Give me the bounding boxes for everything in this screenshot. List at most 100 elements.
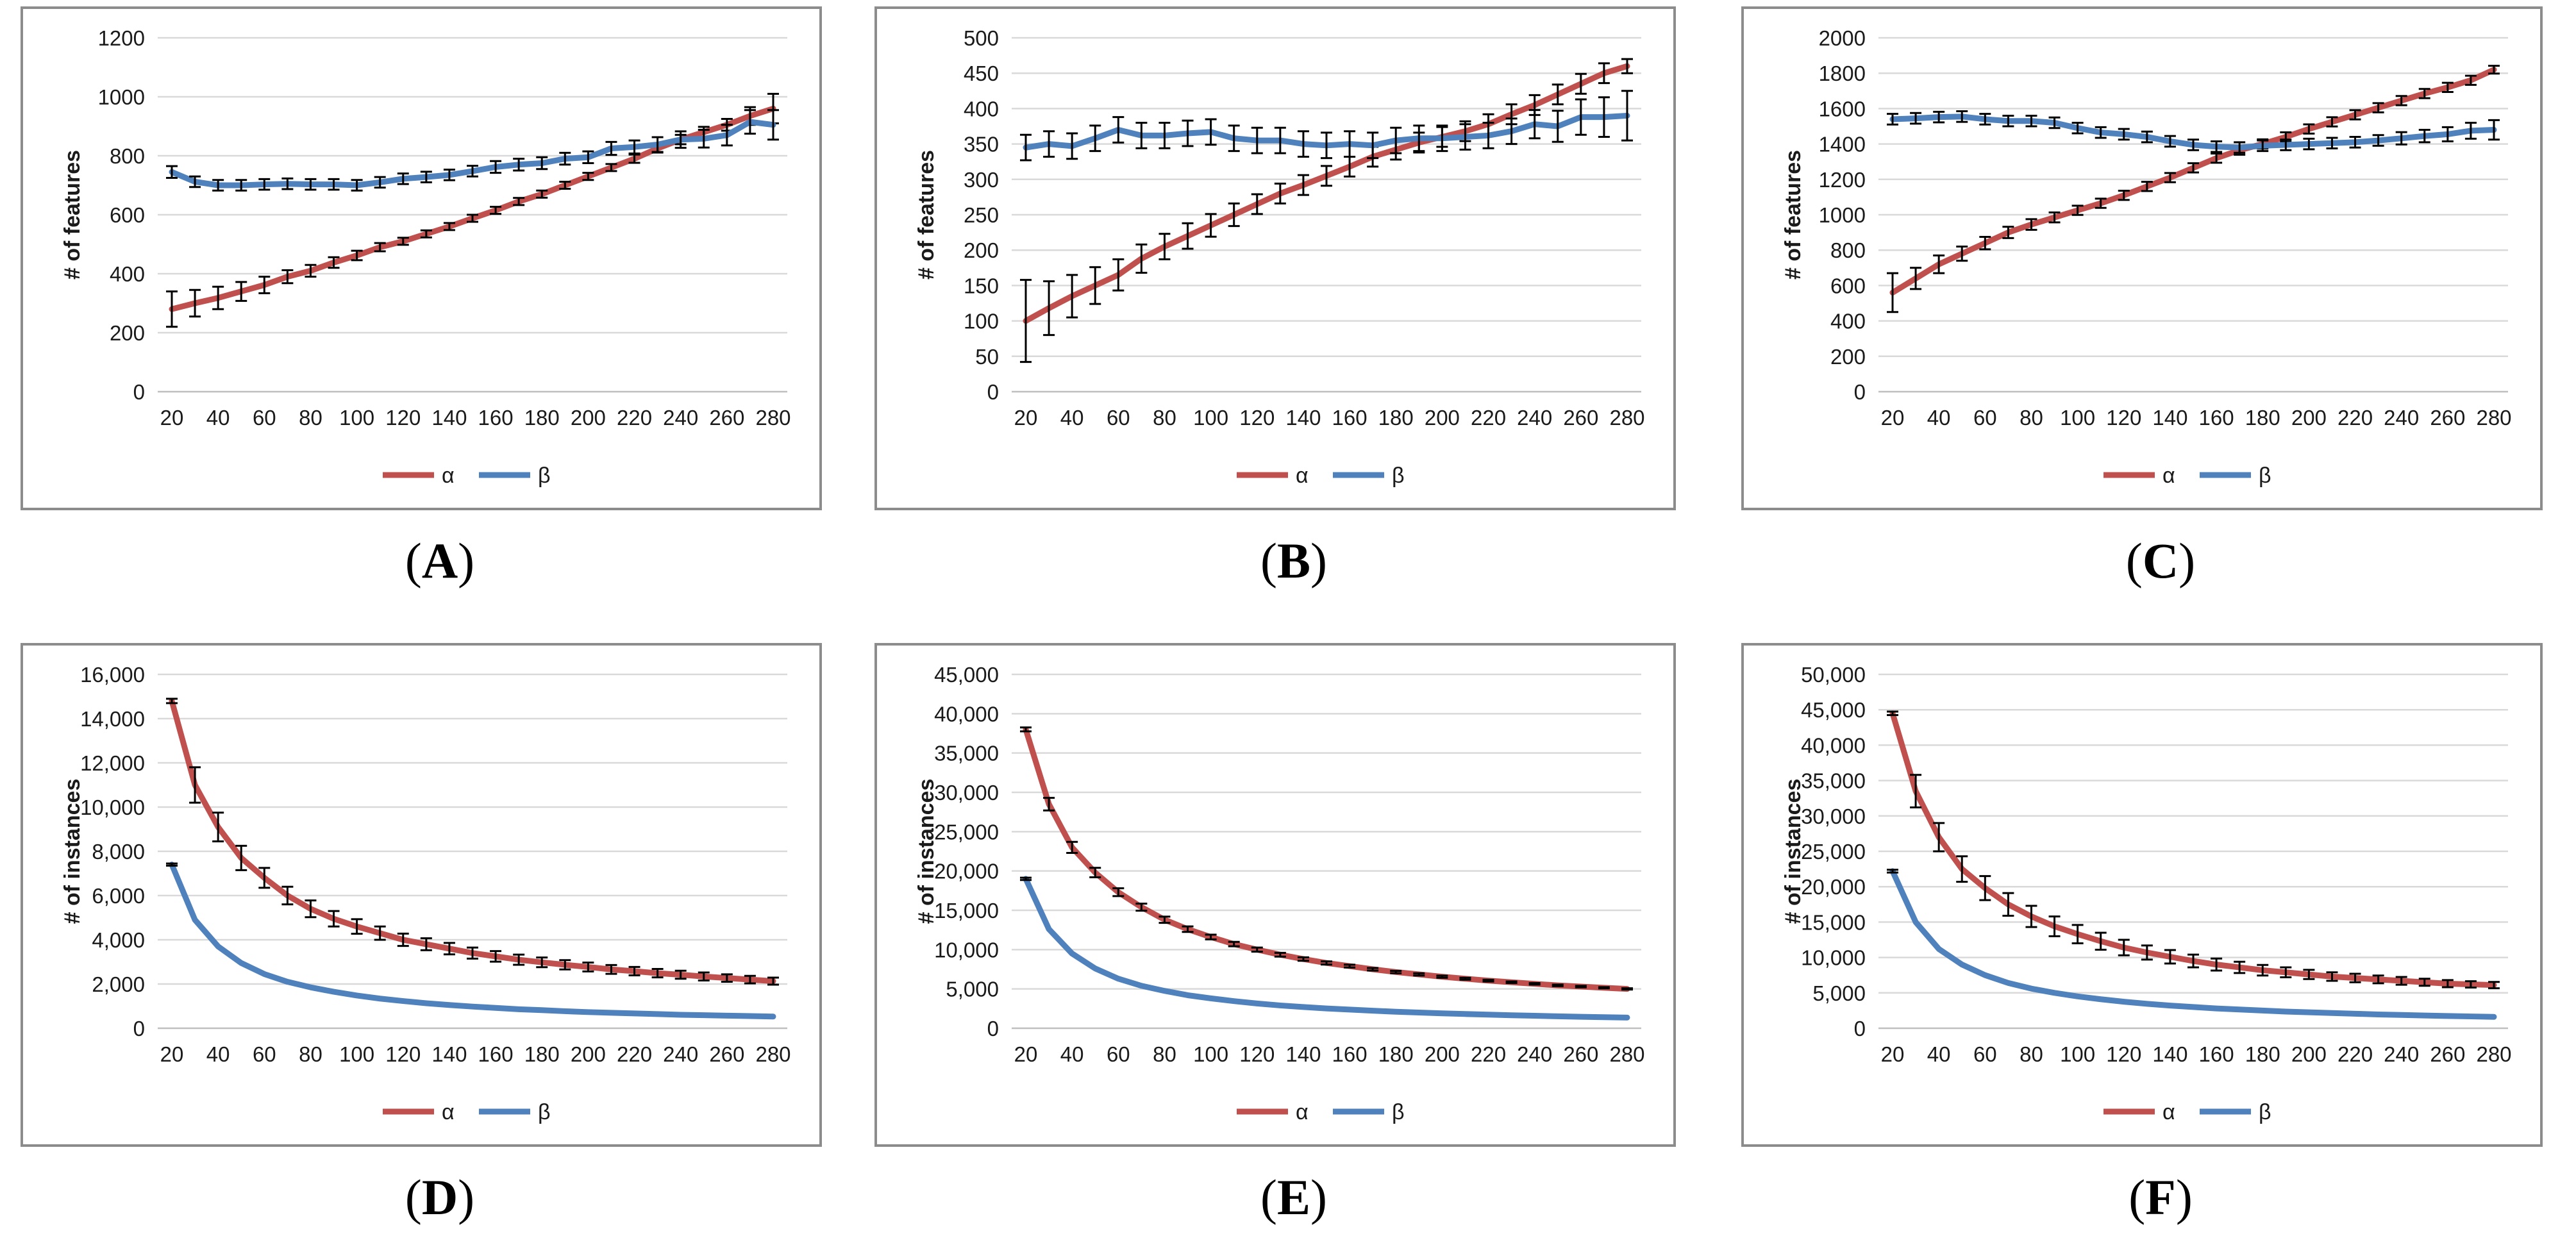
caption-c-letter: C <box>2142 533 2179 588</box>
chart-panel-b: 0 50 100 150 200 250 300 350 400 450 500 20 40 60 80 10… <box>874 6 1676 510</box>
x-tick-label: 20 <box>160 406 184 430</box>
y-tick-label: 4,000 <box>92 928 145 952</box>
x-tick-label: 180 <box>524 406 560 430</box>
caption-d: (D) <box>405 1169 475 1225</box>
x-tick-label: 80 <box>299 406 322 430</box>
x-tick-label: 100 <box>2060 406 2095 430</box>
caption-b-letter: B <box>1276 533 1311 588</box>
x-tick-label: 240 <box>2384 406 2419 430</box>
x-tick-label: 220 <box>2338 1042 2373 1066</box>
y-tick-label: 400 <box>964 97 999 121</box>
x-tick-label: 220 <box>617 406 652 430</box>
chart-f: 0 5,000 10,000 15,000 20,000 25,000 30,000 35,0… <box>1781 663 2512 1124</box>
x-tick-label: 160 <box>1332 1042 1367 1066</box>
x-tick-label: 140 <box>2152 1042 2187 1066</box>
y-tick-label: 25,000 <box>934 820 999 844</box>
caption-e-letter: E <box>1276 1169 1311 1225</box>
x-tick-label: 40 <box>206 1042 230 1066</box>
x-tick-label: 240 <box>663 1042 698 1066</box>
x-tick-label: 80 <box>1153 1042 1176 1066</box>
y-tick-label: 14,000 <box>80 707 145 731</box>
x-tick-label: 20 <box>1014 406 1038 430</box>
x-tick-label: 280 <box>1609 406 1644 430</box>
chart-panel-c: 0 200 400 600 800 1000 1200 1400 1600 1800 2000 20 4… <box>1741 6 2543 510</box>
x-tick-label: 140 <box>431 1042 467 1066</box>
x-tick-label: 100 <box>339 406 374 430</box>
series-line-beta <box>1889 868 2497 1020</box>
y-tick-label: 200 <box>964 238 999 262</box>
y-tick-label: 800 <box>1830 238 1866 262</box>
y-tick-label: 10,000 <box>934 938 999 962</box>
legend-label-alpha: α <box>1296 463 1309 488</box>
y-tick-label: 10,000 <box>1801 946 1866 970</box>
caption-f-letter: F <box>2145 1169 2176 1225</box>
legend-label-beta: β <box>2259 1100 2271 1124</box>
y-tick-label: 150 <box>964 274 999 297</box>
x-tick-label: 80 <box>1153 406 1176 430</box>
caption-a: (A) <box>405 533 475 588</box>
y-tick-label: 50,000 <box>1801 663 1866 687</box>
series-line-beta <box>1023 876 1630 1021</box>
y-tick-label: 600 <box>110 203 145 227</box>
y-tick-label: 20,000 <box>934 860 999 883</box>
x-tick-label: 20 <box>160 1042 184 1066</box>
y-tick-label: 45,000 <box>934 663 999 687</box>
caption-c: (C) <box>2125 533 2196 588</box>
x-tick-label: 140 <box>1285 1042 1321 1066</box>
y-tick-label: 40,000 <box>934 702 999 726</box>
legend-label-beta: β <box>538 1100 551 1124</box>
caption-e: (E) <box>1260 1169 1327 1225</box>
y-tick-label: 35,000 <box>934 742 999 765</box>
x-tick-label: 260 <box>709 1042 744 1066</box>
y-tick-label: 50 <box>975 345 999 369</box>
y-tick-label: 600 <box>1830 274 1866 297</box>
x-tick-label: 160 <box>2199 1042 2234 1066</box>
y-tick-label: 15,000 <box>934 899 999 922</box>
series-line-beta <box>169 862 776 1020</box>
x-tick-label: 40 <box>1927 406 1951 430</box>
x-tick-label: 120 <box>385 406 421 430</box>
y-tick-label: 20,000 <box>1801 875 1866 899</box>
chart-e: 0 5,000 10,000 15,000 20,000 25,000 30,000 35,0… <box>914 663 1645 1124</box>
x-tick-label: 40 <box>1060 406 1084 430</box>
x-tick-label: 240 <box>663 406 698 430</box>
x-tick-label: 240 <box>1517 406 1552 430</box>
x-tick-label: 120 <box>2106 406 2141 430</box>
y-tick-label: 1600 <box>1819 97 1866 121</box>
x-tick-label: 20 <box>1014 1042 1038 1066</box>
x-tick-label: 200 <box>571 1042 606 1066</box>
x-tick-label: 260 <box>709 406 744 430</box>
x-tick-label: 160 <box>478 1042 514 1066</box>
x-tick-label: 220 <box>1471 1042 1506 1066</box>
y-tick-label: 1800 <box>1819 62 1866 85</box>
y-tick-label: 10,000 <box>80 796 145 819</box>
y-tick-label: 12,000 <box>80 751 145 775</box>
y-tick-label: 0 <box>987 380 999 404</box>
y-tick-label: 100 <box>964 310 999 333</box>
y-tick-label: 1000 <box>1819 203 1866 227</box>
legend-label-alpha: α <box>2162 463 2175 488</box>
x-tick-label: 140 <box>1285 406 1321 430</box>
y-axis-label: # of features <box>60 150 85 279</box>
y-tick-label: 6,000 <box>92 884 145 908</box>
caption-d-letter: D <box>421 1169 458 1225</box>
x-tick-label: 40 <box>206 406 230 430</box>
x-tick-label: 80 <box>2020 406 2043 430</box>
y-axis-label: # of features <box>914 150 939 279</box>
y-tick-label: 0 <box>1854 380 1866 404</box>
y-tick-label: 1400 <box>1819 133 1866 156</box>
x-tick-label: 40 <box>1060 1042 1084 1066</box>
y-tick-label: 800 <box>110 144 145 168</box>
y-tick-label: 0 <box>133 1017 145 1040</box>
y-tick-label: 45,000 <box>1801 698 1866 722</box>
x-tick-label: 180 <box>2245 1042 2280 1066</box>
series-line-alpha <box>1023 63 1630 324</box>
x-tick-label: 200 <box>2291 1042 2327 1066</box>
legend-label-alpha: α <box>442 1100 455 1124</box>
x-tick-label: 120 <box>2106 1042 2141 1066</box>
x-tick-label: 60 <box>253 1042 276 1066</box>
y-tick-label: 1000 <box>98 85 145 109</box>
legend-label-beta: β <box>1392 463 1405 488</box>
y-tick-label: 350 <box>964 133 999 156</box>
caption-f: (F) <box>2129 1169 2193 1225</box>
